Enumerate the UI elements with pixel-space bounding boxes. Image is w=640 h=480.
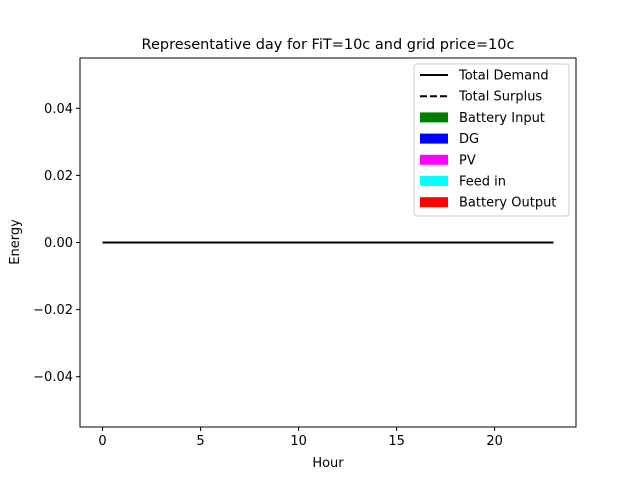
legend-swatch-battery-input [420,112,448,123]
y-tick-label: −0.04 [33,370,73,385]
x-tick-label: 15 [388,434,405,449]
y-axis-label: Energy [8,219,23,265]
legend-label: Total Demand [458,69,549,84]
legend-label: Battery Output [459,196,556,211]
legend-label: Battery Input [459,111,545,126]
y-tick-label: 0.00 [44,236,73,251]
legend-swatch-feed-in [420,176,448,186]
legend-swatch-dg [420,133,448,144]
y-axis: 0.04 0.02 0.00 −0.02 −0.04 [33,102,80,385]
chart-title: Representative day for FiT=10c and grid … [142,37,515,53]
x-axis: 0 5 10 15 20 [98,427,503,449]
y-tick-label: 0.04 [44,102,73,117]
y-tick-label: −0.02 [33,303,73,318]
legend-label: DG [459,132,479,147]
legend-swatch-pv [420,154,448,165]
legend-swatch-battery-output [420,197,448,208]
x-tick-label: 10 [290,434,307,449]
x-tick-label: 5 [196,434,204,449]
x-tick-label: 0 [98,434,106,449]
x-axis-label: Hour [312,456,344,471]
legend-frame [413,63,570,217]
legend: Total Demand Total Surplus Battery Input DG… [413,63,570,217]
legend-label: Feed in [459,175,506,190]
legend-label: PV [459,153,476,168]
x-tick-label: 20 [486,434,503,449]
y-tick-label: 0.02 [44,169,73,184]
legend-label: Total Surplus [458,90,542,105]
